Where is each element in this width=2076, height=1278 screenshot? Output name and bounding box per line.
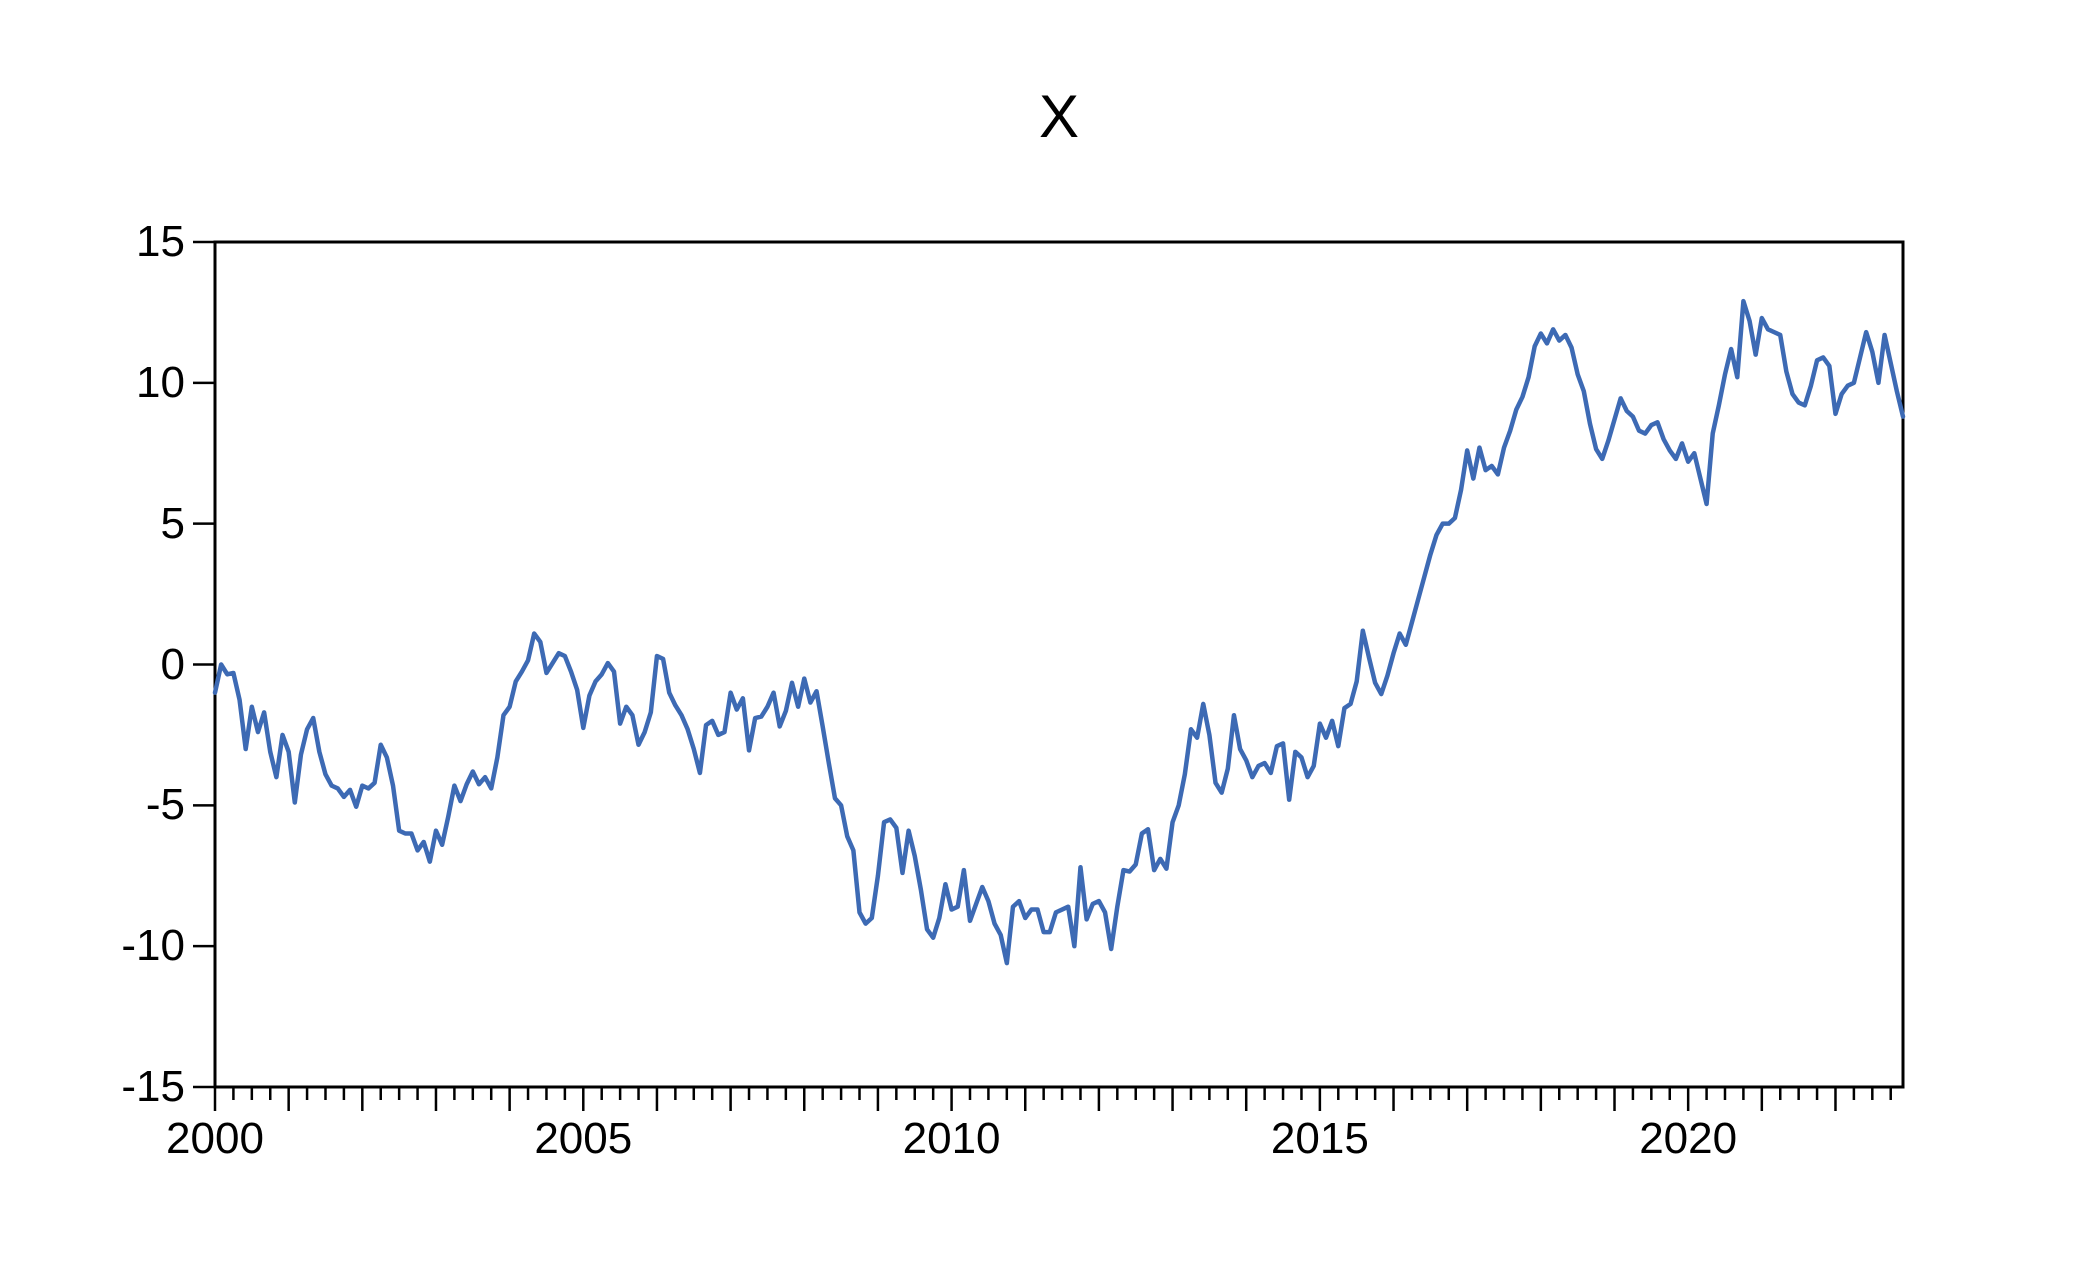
y-tick-label: -10 [121, 921, 185, 971]
y-tick-label: 15 [136, 217, 185, 266]
series-line [212, 298, 1906, 966]
y-tick-label: 0 [160, 639, 185, 689]
y-tick-label: -5 [145, 780, 185, 830]
x-tick-label: 2020 [1639, 1114, 1738, 1163]
x-tick-label: 2015 [1270, 1114, 1369, 1163]
plot-border [213, 240, 1905, 1089]
x-tick-label: 2005 [534, 1114, 633, 1163]
x-tick-label: 2010 [902, 1114, 1001, 1163]
x-tick-label: 2000 [166, 1114, 264, 1163]
y-tick-label: 5 [160, 498, 185, 548]
chart-title: X [1038, 83, 1080, 150]
y-tick-label: 10 [136, 357, 185, 407]
y-tick-label: -15 [121, 1062, 185, 1111]
